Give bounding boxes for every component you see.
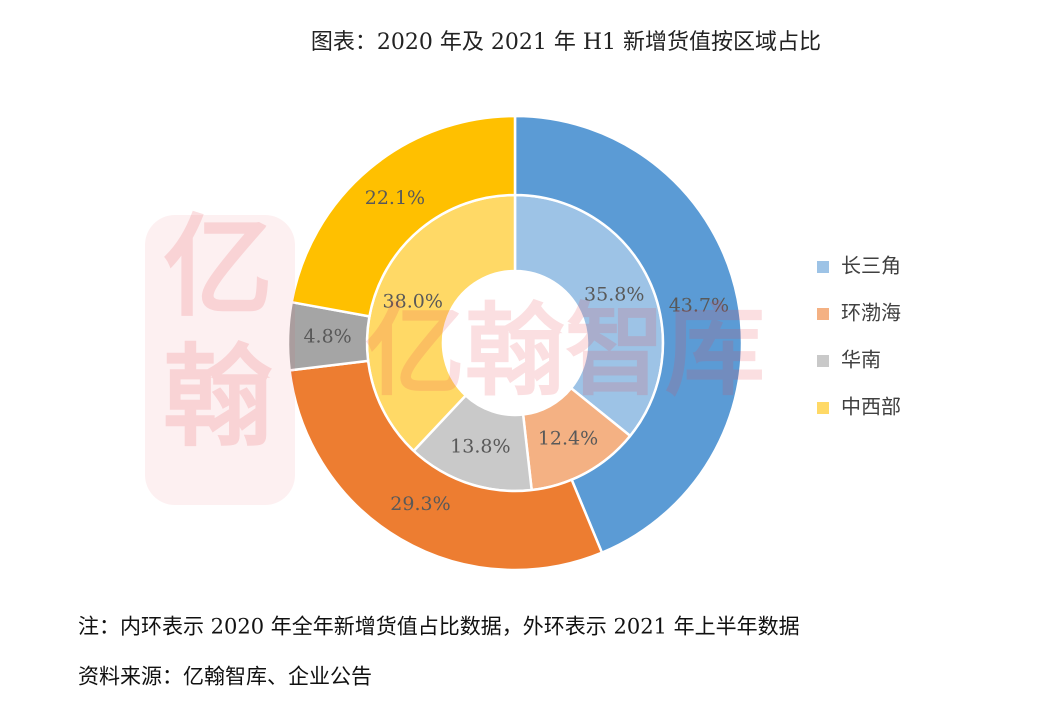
watermark: 亿翰智库 (365, 292, 765, 409)
legend-swatch (817, 402, 829, 414)
watermark-logo (145, 215, 295, 505)
data-label: 29.3% (390, 493, 450, 515)
data-label: 35.8% (584, 284, 644, 306)
donut-slice (290, 114, 517, 318)
legend-swatch (817, 355, 829, 367)
legend-swatch (817, 261, 829, 273)
donut-slice (288, 359, 604, 572)
legend-label: 中西部 (841, 395, 901, 419)
data-label: 13.8% (450, 435, 510, 457)
legend-swatch (817, 308, 829, 320)
data-label: 22.1% (365, 187, 425, 209)
data-label: 38.0% (383, 291, 443, 313)
legend-label: 环渤海 (841, 301, 901, 325)
note: 注：内环表示 2020 年全年新增货值占比数据，外环表示 2021 年上半年数据 (78, 615, 800, 639)
data-label: 43.7% (669, 294, 729, 316)
donut-slice (513, 114, 744, 555)
legend-label: 华南 (841, 348, 881, 372)
chart-title: 图表：2020 年及 2021 年 H1 新增货值按区域占比 (311, 30, 821, 55)
legend-label: 长三角 (841, 254, 901, 278)
watermark: 亿 (163, 203, 273, 331)
data-label: 12.4% (538, 427, 598, 449)
source: 资料来源：亿翰智库、企业公告 (78, 665, 372, 689)
watermark: 翰 (163, 333, 273, 461)
data-label: 4.8% (303, 325, 351, 347)
